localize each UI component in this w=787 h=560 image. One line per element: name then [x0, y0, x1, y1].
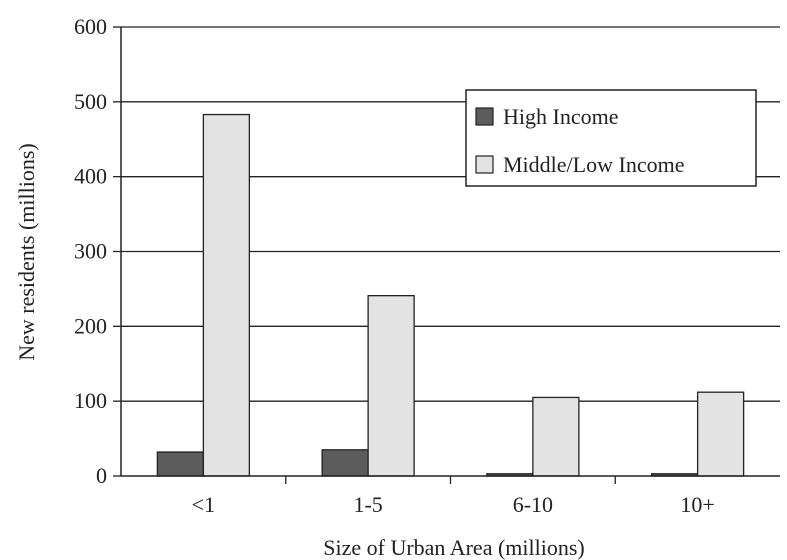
y-tick-label: 200 — [74, 313, 107, 338]
legend-label-high-income: High Income — [503, 104, 618, 129]
x-tick-label: 1-5 — [353, 492, 382, 517]
x-tick-label: <1 — [192, 492, 215, 517]
y-axis-title: New residents (millions) — [14, 143, 39, 361]
bar-middle-low-income-0 — [202, 113, 251, 477]
legend-swatch-high-income — [475, 107, 494, 126]
y-tick-labels: 0 100 200 300 400 500 600 — [74, 14, 107, 488]
bar-high-income-1 — [321, 449, 369, 477]
y-tick-label: 600 — [74, 14, 107, 39]
bar-high-income-0 — [156, 451, 205, 477]
bar-middle-low-income-2 — [532, 396, 580, 477]
x-axis-title: Size of Urban Area (millions) — [323, 535, 585, 560]
bar-middle-low-income-1 — [367, 295, 415, 477]
axes — [113, 26, 780, 484]
y-tick-label: 300 — [74, 239, 107, 264]
legend-swatch-middle-low-income — [475, 155, 494, 174]
y-tick-label: 0 — [96, 463, 107, 488]
legend-label-middle-low-income: Middle/Low Income — [503, 152, 684, 177]
x-tick-label: 6-10 — [513, 492, 553, 517]
bars — [156, 113, 745, 477]
legend-box — [465, 89, 757, 187]
y-tick-label: 500 — [74, 89, 107, 114]
y-tick-label: 100 — [74, 388, 107, 413]
x-tick-labels: <1 1-5 6-10 10+ — [192, 492, 715, 517]
bar-middle-low-income-3 — [696, 391, 745, 477]
y-tick-label: 400 — [74, 164, 107, 189]
x-tick-label: 10+ — [680, 492, 714, 517]
legend[interactable]: High Income Middle/Low Income — [465, 89, 757, 187]
